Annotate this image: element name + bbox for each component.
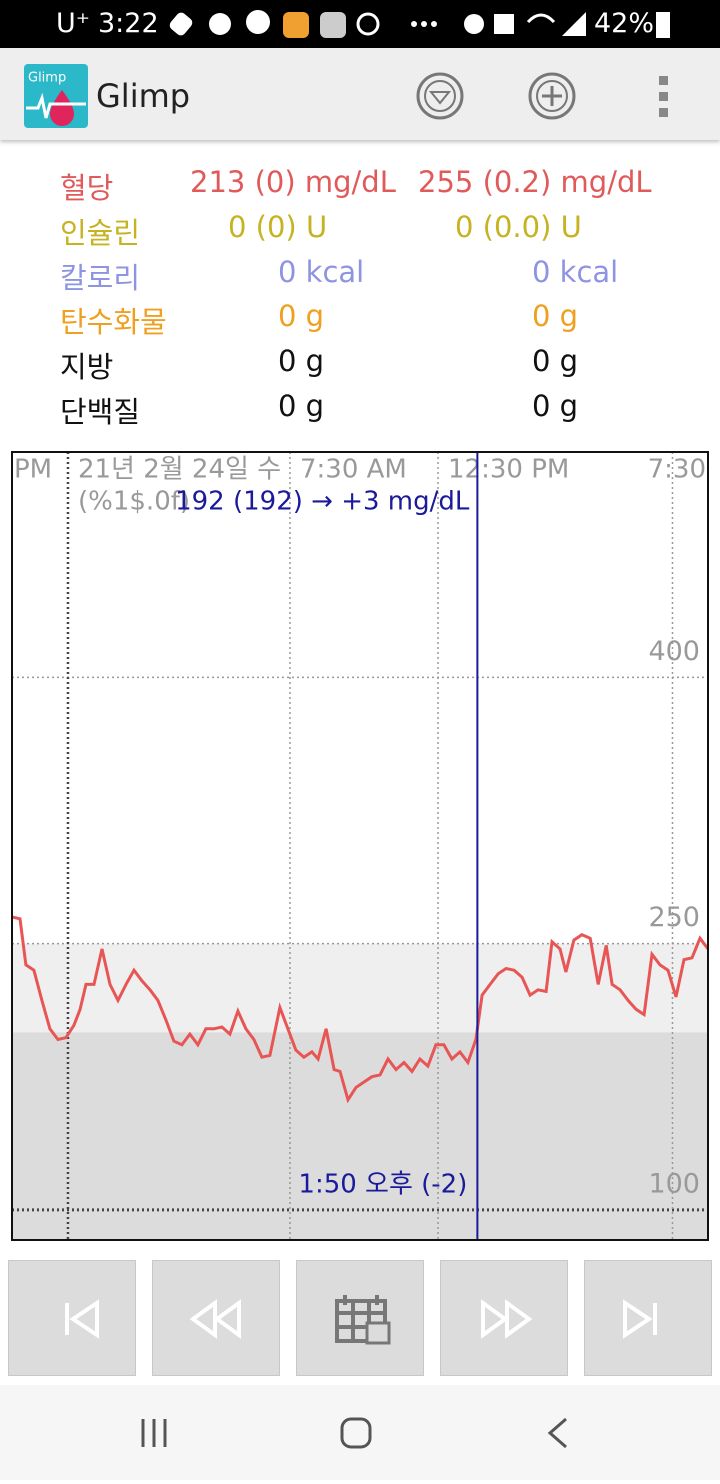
last-button[interactable] bbox=[584, 1260, 712, 1376]
home-button[interactable] bbox=[340, 1417, 372, 1449]
plot-border bbox=[11, 451, 709, 1241]
y-tick-label: 100 bbox=[648, 1168, 700, 1199]
menu-button[interactable] bbox=[659, 76, 668, 117]
x-tick-label: 7:30 AM bbox=[300, 455, 407, 485]
x-tick-label: 12:30 PM bbox=[448, 455, 569, 485]
summary-value: 0 g bbox=[278, 344, 325, 379]
carrier: U⁺ bbox=[56, 8, 91, 39]
format-label: (%1$.0f) bbox=[78, 487, 190, 517]
button-row bbox=[0, 1260, 720, 1376]
clock: 3:22 bbox=[98, 8, 159, 39]
navigation-bar bbox=[0, 1385, 720, 1480]
summary-value: 213 (0) mg/dL bbox=[190, 165, 396, 199]
x-edge-label: PM bbox=[14, 455, 52, 485]
dropdown-button[interactable] bbox=[416, 72, 464, 120]
y-tick-label: 250 bbox=[648, 902, 700, 933]
app-title: Glimp bbox=[96, 77, 190, 115]
first-button[interactable] bbox=[8, 1260, 136, 1376]
summary-value: 0 g bbox=[532, 299, 579, 334]
rewind-button[interactable] bbox=[152, 1260, 280, 1376]
x-tick-label: 21년 2월 24일 수 bbox=[78, 455, 281, 485]
forward-button[interactable] bbox=[440, 1260, 568, 1376]
recents-button[interactable] bbox=[141, 1419, 167, 1447]
summary-label: 인슐린 bbox=[60, 215, 141, 250]
summary-value: 255 (0.2) mg/dL bbox=[418, 165, 652, 199]
chart: 100 250 400 PM 21년 2월 24일 수 7:30 AM 12:30 PM 7:… bbox=[11, 451, 709, 1241]
summary: 혈당 213 (0) mg/dL 255 (0.2) mg/dL 인슐린 0 (0) U… bbox=[0, 140, 720, 440]
glucose-line bbox=[12, 915, 708, 1104]
summary-value: 0 g bbox=[278, 389, 325, 423]
summary-value: 0 g bbox=[278, 299, 325, 334]
summary-label: 지방 bbox=[60, 350, 114, 385]
cursor-value: 192 (192) → +3 mg/dL bbox=[175, 487, 470, 517]
x-tick-label: 7:30 bbox=[648, 455, 706, 485]
summary-label: 칼로리 bbox=[60, 260, 141, 295]
status-icons bbox=[169, 10, 670, 38]
summary-label: 탄수화물 bbox=[60, 305, 167, 340]
app-bar: Glimp Glimp bbox=[0, 48, 720, 140]
summary-value: 0 g bbox=[532, 344, 579, 379]
app-bar-graphics: Glimp Glimp bbox=[24, 64, 668, 128]
calendar-button[interactable] bbox=[296, 1260, 424, 1376]
summary-value: 0 (0.0) U bbox=[455, 209, 582, 244]
summary-value: 0 (0) U bbox=[228, 209, 328, 244]
range-band bbox=[12, 1032, 708, 1240]
summary-value: 0 g bbox=[532, 389, 579, 423]
summary-value: 0 kcal bbox=[532, 254, 619, 289]
summary-label: 단백질 bbox=[60, 395, 141, 429]
cursor-time: 1:50 오후 (-2) bbox=[298, 1170, 467, 1200]
range-band bbox=[12, 943, 708, 1033]
summary-label: 혈당 bbox=[60, 171, 114, 205]
app-icon-label: Glimp bbox=[28, 71, 66, 86]
battery: 42% bbox=[594, 8, 655, 39]
add-button[interactable] bbox=[528, 72, 576, 120]
nav-icons bbox=[141, 1417, 567, 1449]
status-bar: U⁺ 3:22 42% bbox=[0, 0, 720, 48]
summary-value: 0 kcal bbox=[278, 254, 365, 289]
y-tick-label: 400 bbox=[648, 636, 700, 667]
back-button[interactable] bbox=[547, 1417, 567, 1449]
